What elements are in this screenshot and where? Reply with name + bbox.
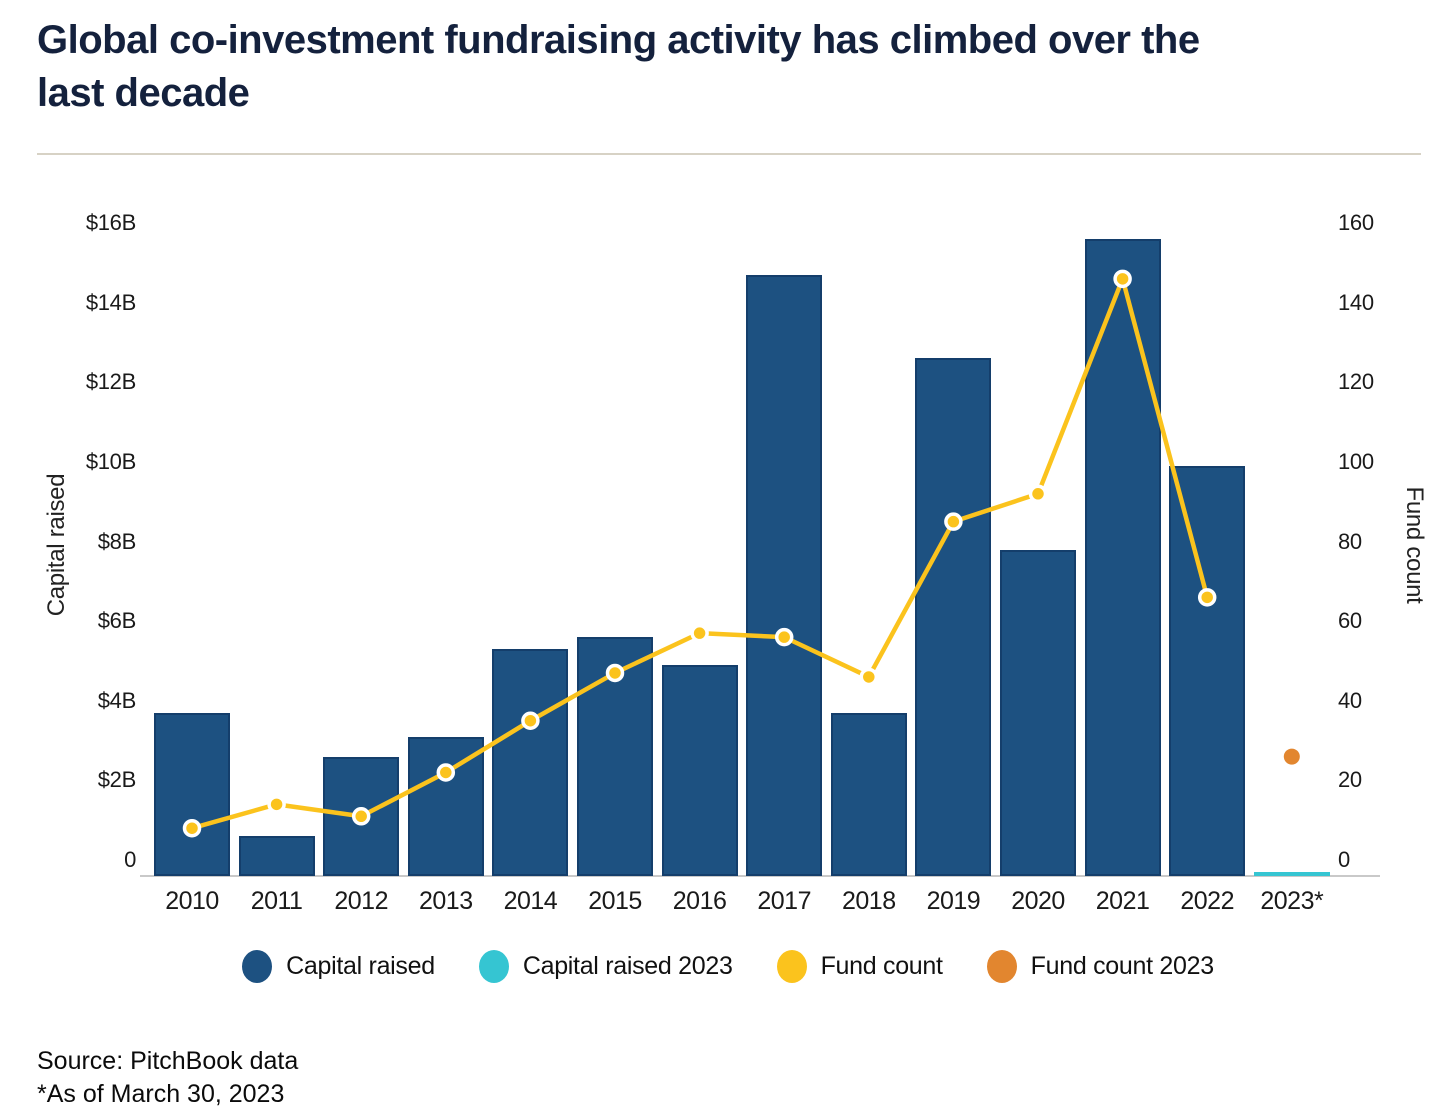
bar-2012	[323, 756, 400, 876]
x-tick-label-2021: 2021	[1095, 887, 1150, 915]
fund-count-point-2011	[267, 795, 286, 814]
x-tick-label-2010: 2010	[165, 887, 219, 915]
legend-swatch-icon	[242, 950, 273, 983]
y-left-tick-label: $8B	[97, 528, 137, 554]
legend-item: Fund count	[776, 950, 943, 983]
x-tick-label-2017: 2017	[757, 887, 811, 915]
chart-title-line2: last decade	[37, 71, 250, 115]
x-tick-label-2022: 2022	[1180, 887, 1234, 915]
x-tick-label-2015: 2015	[588, 887, 642, 915]
y-left-tick-label: $12B	[85, 369, 136, 395]
y-right-tick-label: 20	[1338, 767, 1362, 793]
chart-title-line1: Global co-investment fundraising activit…	[37, 18, 1200, 62]
bar-2010	[154, 712, 230, 876]
bar-2017	[746, 274, 823, 876]
asof-note: *As of March 30, 2023	[37, 1080, 285, 1108]
y-right-tick-label: 120	[1338, 369, 1374, 395]
bar-2016	[661, 664, 738, 876]
bar-2019	[915, 358, 992, 876]
bar-2023	[1253, 872, 1330, 876]
y-right-tick-label: 40	[1338, 687, 1362, 713]
y-right-tick-label: 140	[1338, 289, 1374, 315]
bar-2015	[577, 637, 653, 876]
legend-label: Capital raised	[286, 952, 435, 980]
title-divider	[37, 153, 1421, 155]
x-tick-label-2023: 2023*	[1260, 887, 1324, 915]
legend-item: Fund count 2023	[986, 950, 1214, 983]
legend-item: Capital raised	[242, 950, 435, 983]
bar-2020	[1000, 549, 1076, 876]
fund-count-point-2016	[690, 623, 709, 643]
legend-item: Capital raised 2023	[478, 950, 733, 983]
y-right-tick-label: 60	[1338, 608, 1362, 634]
bar-2022	[1169, 465, 1246, 876]
legend-swatch-icon	[478, 950, 509, 983]
y-left-tick-label: $16B	[85, 210, 136, 235]
x-tick-label-2019: 2019	[926, 887, 981, 915]
x-tick-label-2013: 2013	[418, 887, 473, 915]
legend-label: Fund count 2023	[1030, 952, 1214, 980]
y-left-tick-label: $14B	[85, 289, 136, 315]
bar-2021	[1084, 239, 1161, 876]
fund-count-point-2018	[859, 667, 879, 687]
y-left-tick-label: $10B	[85, 448, 136, 474]
y-left-tick-label: 0	[124, 847, 136, 872]
bar-2018	[830, 712, 907, 876]
source-note: Source: PitchBook data	[37, 1047, 299, 1075]
legend-swatch-icon	[776, 950, 807, 983]
y-right-tick-label: 80	[1338, 528, 1362, 554]
chart-title: Global co-investment fundraising activit…	[37, 14, 1407, 120]
bar-2014	[492, 649, 569, 876]
x-tick-label-2016: 2016	[672, 887, 727, 915]
y-right-tick-label: 0	[1338, 847, 1350, 872]
y-left-tick-label: $4B	[97, 687, 137, 713]
legend: Capital raised Capital raised 2023 Fund co…	[0, 950, 1456, 983]
bar-2011	[238, 836, 315, 876]
fund-count-point-2020	[1028, 484, 1048, 504]
y-right-tick-label: 100	[1338, 448, 1374, 474]
x-tick-label-2020: 2020	[1011, 887, 1065, 915]
x-tick-label-2014: 2014	[503, 887, 558, 915]
legend-label: Fund count	[820, 952, 943, 980]
footnote: Source: PitchBook data *As of March 30, …	[37, 1045, 298, 1111]
x-tick-label-2012: 2012	[334, 887, 388, 915]
x-tick-label-2018: 2018	[841, 887, 896, 915]
fund-count-2023-point	[1283, 748, 1300, 765]
legend-label: Capital raised 2023	[522, 952, 733, 980]
y-left-tick-label: $2B	[97, 767, 137, 793]
legend-swatch-icon	[986, 950, 1017, 983]
x-tick-label-2011: 2011	[250, 887, 303, 915]
bar-2013	[407, 736, 484, 876]
x-axis-line	[140, 875, 1380, 877]
y-right-tick-label: 160	[1338, 210, 1374, 235]
y-left-tick-label: $6B	[97, 608, 137, 634]
